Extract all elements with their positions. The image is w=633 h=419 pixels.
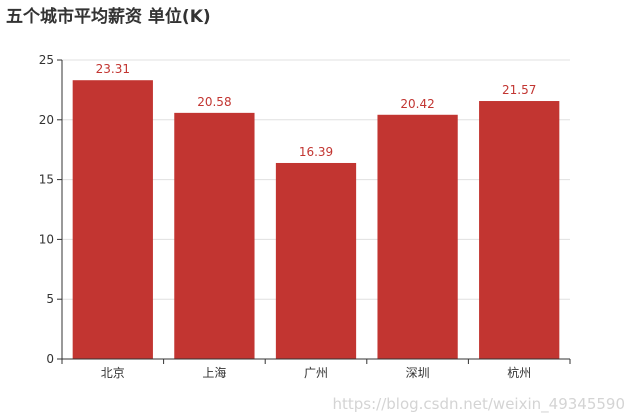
x-tick-label: 北京 (101, 366, 125, 380)
y-tick-label: 20 (39, 113, 54, 127)
data-labels: 23.31 20.58 16.39 20.42 21.57 (96, 62, 537, 159)
data-label: 20.58 (197, 95, 231, 109)
y-tick-label: 0 (46, 352, 54, 366)
data-label: 21.57 (502, 83, 536, 97)
bars (72, 80, 560, 360)
bar (479, 101, 560, 359)
chart-title: 五个城市平均薪资 单位(K) (6, 7, 211, 27)
data-label: 20.42 (400, 97, 434, 111)
y-tick-label: 25 (39, 53, 54, 67)
bar (275, 162, 357, 359)
bar (174, 112, 255, 360)
watermark: https://blog.csdn.net/weixin_49345590 (332, 395, 625, 413)
bar (72, 80, 153, 359)
x-tick-label: 杭州 (507, 365, 531, 380)
y-tick-label: 15 (39, 173, 54, 187)
data-label: 23.31 (96, 62, 130, 76)
bar (377, 114, 458, 360)
axes: 0 5 10 15 20 25 北京 上海 广州 深圳 杭州 (39, 53, 571, 380)
y-tick-label: 10 (39, 232, 54, 246)
x-tick-label: 深圳 (406, 366, 430, 380)
data-label: 16.39 (299, 145, 333, 159)
y-tick-label: 5 (46, 292, 54, 306)
x-tick-label: 上海 (202, 365, 226, 380)
x-tick-label: 广州 (304, 366, 328, 380)
